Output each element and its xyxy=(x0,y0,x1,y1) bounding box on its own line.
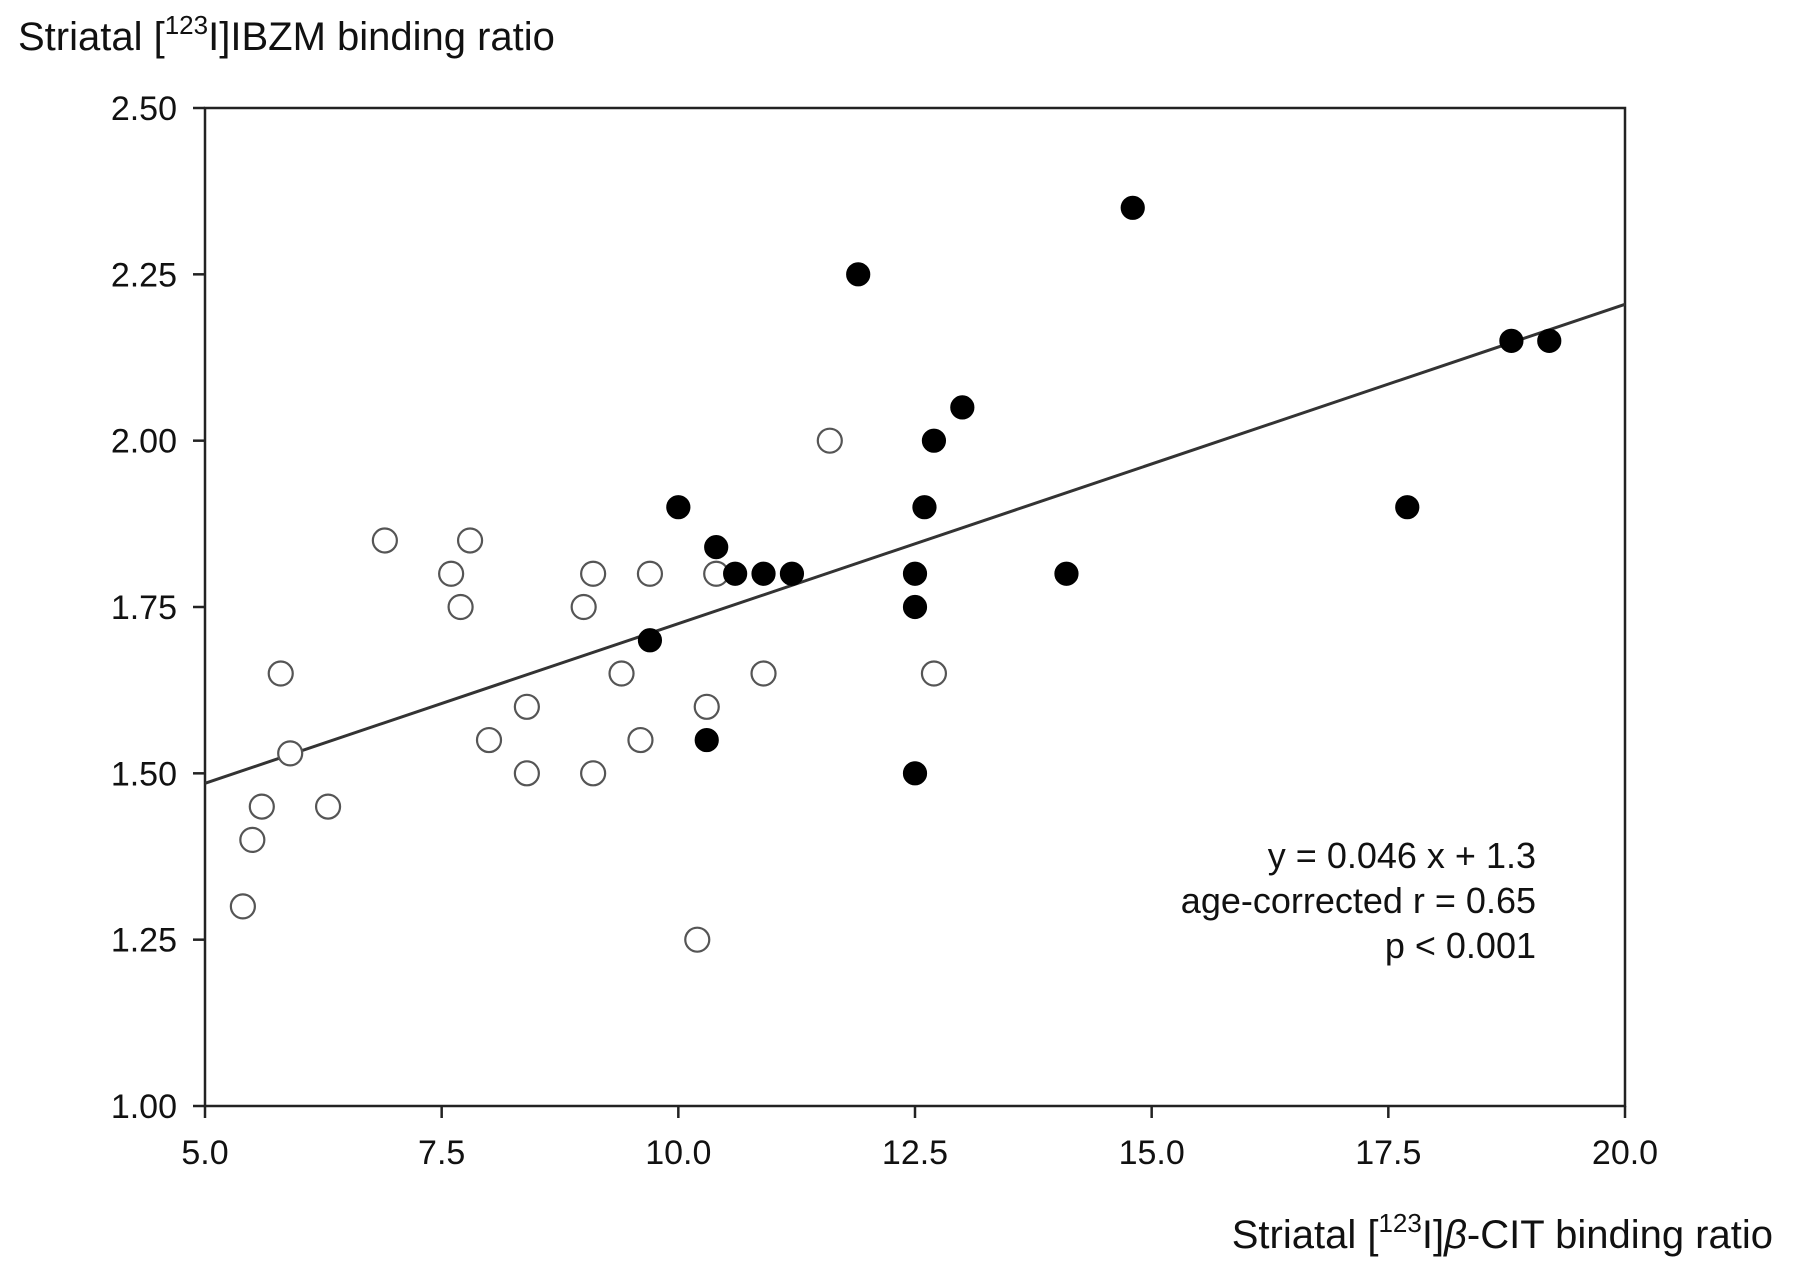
open-data-point xyxy=(608,660,635,687)
open-data-point xyxy=(456,527,484,554)
x-axis-ticks: 5.0 7.5 10.0 12.5 15.0 17.5 20.0 xyxy=(181,1106,1658,1172)
open-data-point xyxy=(475,726,503,754)
filled-data-point xyxy=(1499,328,1524,353)
open-data-point xyxy=(693,693,720,720)
filled-data-point xyxy=(1054,561,1079,586)
open-data-point xyxy=(580,560,607,587)
open-data-point xyxy=(627,726,654,754)
annotation-line: p < 0.001 xyxy=(1385,925,1536,966)
open-data-point xyxy=(239,826,266,853)
filled-data-point xyxy=(846,262,871,287)
y-axis-ticks: 1.00 1.25 1.50 1.75 2.00 2.25 2.50 xyxy=(111,90,205,1126)
filled-data-point xyxy=(694,727,719,753)
y-tick-label: 2.50 xyxy=(111,90,177,128)
filled-data-point xyxy=(704,535,729,560)
open-data-point xyxy=(636,560,664,587)
plot-area: 1.00 1.25 1.50 1.75 2.00 2.25 2.50 5.0 7.5 10.0 1… xyxy=(111,90,1658,1172)
x-axis-label: Striatal [123I]β-CIT binding ratio xyxy=(1232,1208,1773,1257)
open-data-point xyxy=(267,660,294,687)
data-points xyxy=(229,195,1562,953)
open-data-point xyxy=(314,793,342,820)
filled-data-point xyxy=(723,561,748,586)
regression-line xyxy=(204,302,1626,785)
y-tick-label: 1.25 xyxy=(111,922,177,960)
x-tick-label: 10.0 xyxy=(645,1134,711,1172)
open-data-point xyxy=(816,427,843,454)
open-data-point xyxy=(277,740,304,767)
open-data-point xyxy=(371,527,398,554)
annotation-line: age-corrected r = 0.65 xyxy=(1181,880,1536,921)
open-data-point xyxy=(513,760,540,787)
filled-data-point xyxy=(902,561,928,586)
open-data-point xyxy=(750,660,777,687)
y-tick-label: 1.00 xyxy=(111,1088,177,1126)
open-data-point xyxy=(580,760,607,787)
filled-data-point xyxy=(1120,195,1145,220)
open-data-point xyxy=(570,593,597,621)
filled-data-point xyxy=(950,395,975,420)
filled-data-point xyxy=(637,628,663,653)
filled-data-point xyxy=(1537,328,1562,353)
open-data-point xyxy=(684,926,711,953)
open-data-point xyxy=(248,793,275,820)
open-data-point xyxy=(513,693,540,720)
filled-data-point xyxy=(666,495,691,520)
open-data-point xyxy=(920,660,948,687)
y-tick-label: 2.00 xyxy=(111,423,177,461)
filled-data-point xyxy=(902,761,928,786)
y-tick-label: 1.75 xyxy=(111,589,177,627)
filled-data-point xyxy=(912,495,937,520)
y-axis-label: Striatal [123I]IBZM binding ratio xyxy=(18,10,555,59)
x-tick-label: 12.5 xyxy=(882,1134,948,1172)
filled-data-point xyxy=(921,428,947,453)
annotation-line: y = 0.046 x + 1.3 xyxy=(1268,835,1536,876)
filled-data-point xyxy=(1395,495,1420,520)
open-data-point xyxy=(438,560,465,587)
y-tick-label: 1.50 xyxy=(111,755,177,793)
y-tick-label: 2.25 xyxy=(111,256,177,294)
open-data-point xyxy=(229,893,256,920)
filled-data-point xyxy=(751,561,776,586)
filled-data-point xyxy=(902,594,928,620)
filled-data-point xyxy=(779,561,805,586)
x-tick-label: 20.0 xyxy=(1592,1134,1658,1172)
open-data-point xyxy=(447,593,474,621)
x-tick-label: 17.5 xyxy=(1355,1134,1421,1172)
x-tick-label: 15.0 xyxy=(1119,1134,1185,1172)
x-tick-label: 7.5 xyxy=(418,1134,465,1172)
x-tick-label: 5.0 xyxy=(181,1134,228,1172)
